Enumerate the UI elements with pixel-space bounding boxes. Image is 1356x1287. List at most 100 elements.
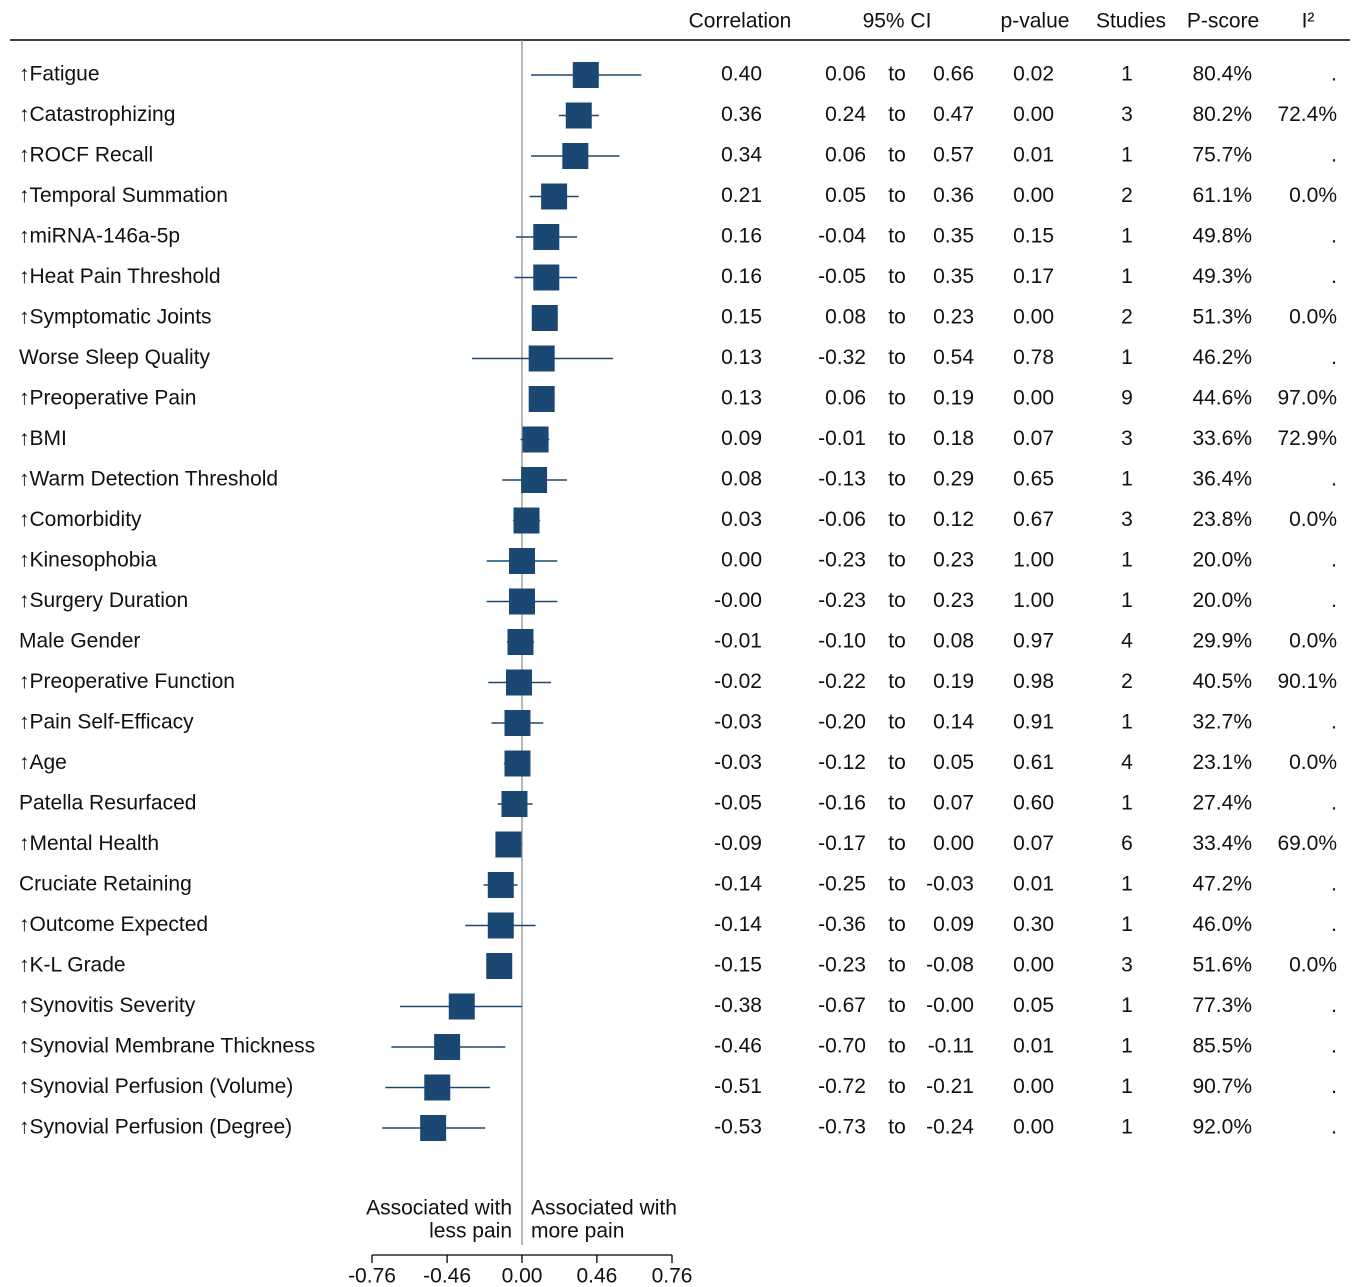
ci-separator: to	[888, 832, 906, 855]
correlation: -0.03	[714, 751, 762, 774]
p-score: 40.5%	[1192, 670, 1252, 693]
ci-high: -0.03	[926, 873, 974, 896]
ci-high: 0.23	[933, 306, 974, 329]
ci-separator: to	[888, 184, 906, 207]
ci-high: 0.47	[933, 103, 974, 126]
ci-low: -0.23	[818, 589, 866, 612]
ci-low: -0.16	[818, 792, 866, 815]
correlation: -0.51	[714, 1075, 762, 1098]
p-value: 0.17	[1013, 265, 1054, 288]
p-score: 92.0%	[1192, 1116, 1252, 1139]
row-label: ↑Fatigue	[19, 63, 100, 86]
effect-square	[424, 1074, 451, 1101]
ci-high: 0.66	[933, 63, 974, 86]
row-label: ↑Catastrophizing	[19, 103, 175, 126]
studies: 1	[1121, 792, 1133, 815]
p-score: 20.0%	[1192, 549, 1252, 572]
row-label: ↑Temporal Summation	[19, 184, 228, 207]
ci-separator: to	[888, 711, 906, 734]
correlation: 0.21	[721, 184, 762, 207]
ci-low: 0.24	[825, 103, 866, 126]
p-value: 1.00	[1013, 549, 1054, 572]
ci-low: -0.06	[818, 508, 866, 531]
ci-separator: to	[888, 1075, 906, 1098]
effect-square	[504, 710, 531, 736]
p-value: 0.01	[1013, 1035, 1054, 1058]
ci-high: -0.21	[926, 1075, 974, 1098]
ci-high: 0.19	[933, 670, 974, 693]
p-value: 0.78	[1013, 346, 1054, 369]
ci-separator: to	[888, 346, 906, 369]
correlation: 0.15	[721, 306, 762, 329]
p-score: 33.4%	[1192, 832, 1252, 855]
p-value: 0.00	[1013, 387, 1054, 410]
column-header: p-value	[1001, 10, 1070, 33]
p-value: 1.00	[1013, 589, 1054, 612]
effect-square	[448, 993, 475, 1020]
studies: 1	[1121, 468, 1133, 491]
studies: 4	[1121, 751, 1133, 774]
p-score: 32.7%	[1192, 711, 1252, 734]
i-squared: .	[1331, 1075, 1337, 1098]
ci-low: 0.08	[825, 306, 866, 329]
correlation: -0.38	[714, 994, 762, 1017]
i-squared: .	[1331, 225, 1337, 248]
studies: 1	[1121, 265, 1133, 288]
ci-low: 0.06	[825, 387, 866, 410]
row-label: ↑K-L Grade	[19, 954, 126, 977]
effect-square	[501, 791, 528, 817]
ci-high: 0.00	[933, 832, 974, 855]
row-label: ↑miRNA-146a-5p	[19, 225, 180, 248]
studies: 1	[1121, 1075, 1133, 1098]
row-label: ↑Mental Health	[19, 832, 159, 855]
studies: 9	[1121, 387, 1133, 410]
ci-low: -0.36	[818, 913, 866, 936]
ci-low: -0.22	[818, 670, 866, 693]
p-score: 51.6%	[1192, 954, 1252, 977]
ci-separator: to	[888, 549, 906, 572]
ci-low: -0.05	[818, 265, 866, 288]
ci-low: -0.10	[818, 630, 866, 653]
effect-square	[565, 102, 592, 129]
correlation: -0.15	[714, 954, 762, 977]
i-squared: 69.0%	[1277, 832, 1337, 855]
p-score: 51.3%	[1192, 306, 1252, 329]
ci-high: 0.29	[933, 468, 974, 491]
correlation: 0.36	[721, 103, 762, 126]
i-squared: 72.4%	[1277, 103, 1337, 126]
p-score: 90.7%	[1192, 1075, 1252, 1098]
correlation: 0.13	[721, 387, 762, 410]
ci-low: -0.04	[818, 225, 866, 248]
ci-separator: to	[888, 144, 906, 167]
ci-separator: to	[888, 873, 906, 896]
i-squared: .	[1331, 468, 1337, 491]
row-label: ↑Synovial Perfusion (Volume)	[19, 1075, 293, 1098]
column-header: Correlation	[689, 10, 792, 33]
ci-low: -0.25	[818, 873, 866, 896]
ci-high: 0.14	[933, 711, 974, 734]
p-score: 46.0%	[1192, 913, 1252, 936]
effect-square	[533, 264, 560, 291]
i-squared: 0.0%	[1289, 630, 1337, 653]
ci-high: 0.57	[933, 144, 974, 167]
ci-high: 0.09	[933, 913, 974, 936]
ci-separator: to	[888, 306, 906, 329]
ci-separator: to	[888, 630, 906, 653]
ci-high: 0.35	[933, 225, 974, 248]
ci-low: -0.70	[818, 1035, 866, 1058]
studies: 2	[1121, 670, 1133, 693]
p-score: 36.4%	[1192, 468, 1252, 491]
effect-square	[486, 953, 513, 979]
p-score: 23.8%	[1192, 508, 1252, 531]
i-squared: .	[1331, 549, 1337, 572]
p-value: 0.00	[1013, 954, 1054, 977]
row-label: ↑Synovial Perfusion (Degree)	[19, 1116, 292, 1139]
p-value: 0.00	[1013, 1075, 1054, 1098]
ci-high: 0.12	[933, 508, 974, 531]
row-label: ↑Pain Self-Efficacy	[19, 711, 194, 734]
effect-square	[509, 588, 535, 615]
studies: 1	[1121, 225, 1133, 248]
ci-low: 0.06	[825, 63, 866, 86]
ci-high: -0.08	[926, 954, 974, 977]
